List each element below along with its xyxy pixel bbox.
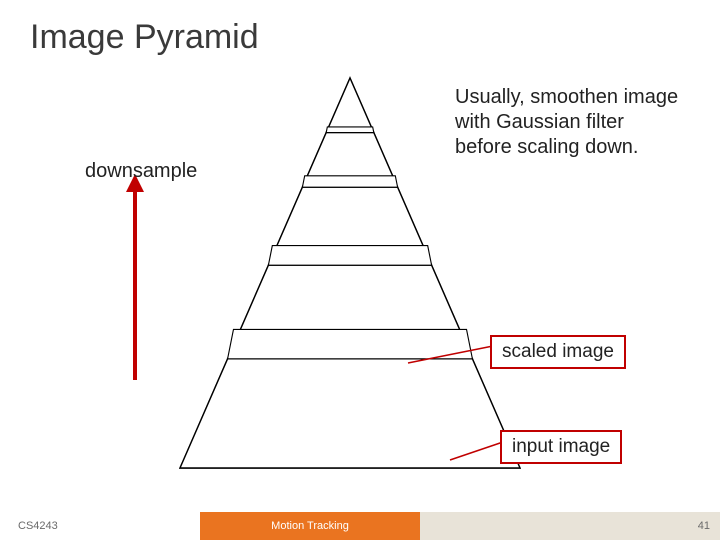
slide-footer: CS4243 Motion Tracking 41 <box>0 512 720 540</box>
input-image-label: input image <box>500 430 622 464</box>
footer-title: Motion Tracking <box>200 512 420 540</box>
footer-course: CS4243 <box>0 512 200 540</box>
footer-right-strip <box>420 512 720 540</box>
page-title: Image Pyramid <box>30 18 259 57</box>
downsample-label: downsample <box>85 160 197 183</box>
scaled-image-label: scaled image <box>490 335 626 369</box>
footer-page-number: 41 <box>698 512 710 540</box>
gaussian-note: Usually, smoothen image with Gaussian fi… <box>455 85 685 160</box>
